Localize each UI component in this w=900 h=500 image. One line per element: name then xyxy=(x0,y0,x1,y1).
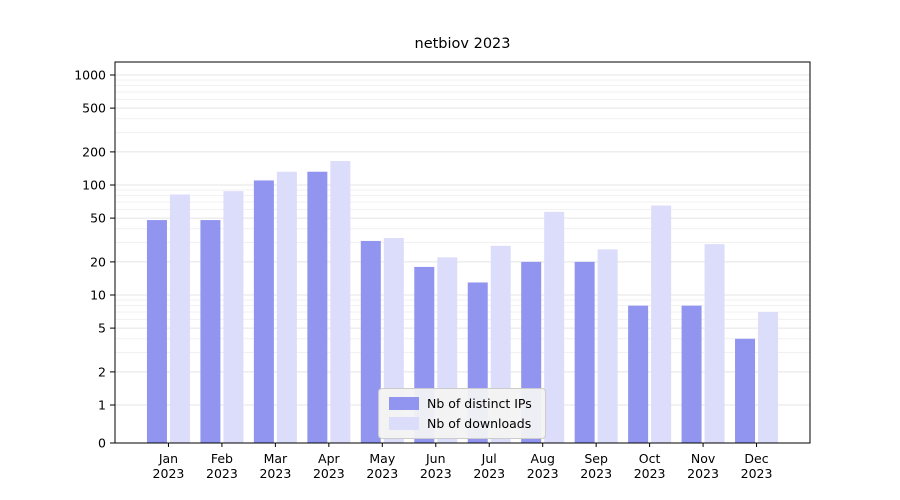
bar-downloads-9 xyxy=(597,249,618,443)
bar-downloads-1 xyxy=(169,194,190,443)
legend-item-distinct-ips: Nb of distinct IPs xyxy=(389,396,532,411)
bar-downloads-8 xyxy=(544,211,565,443)
bar-distinct-ips-10 xyxy=(628,305,649,443)
x-tick-label: Jul 2023 xyxy=(473,451,505,481)
bar-distinct-ips-5 xyxy=(360,240,381,443)
bar-distinct-ips-2 xyxy=(200,220,221,443)
bar-downloads-11 xyxy=(704,244,725,443)
x-tick-label: May 2023 xyxy=(366,451,398,481)
bar-distinct-ips-3 xyxy=(253,180,274,443)
x-tick-label: Dec 2023 xyxy=(741,451,773,481)
plot-frame xyxy=(114,61,811,444)
bar-downloads-3 xyxy=(276,171,297,443)
y-tick-label: 100 xyxy=(82,178,106,193)
x-tick-label: Aug 2023 xyxy=(527,451,559,481)
y-tick-label: 200 xyxy=(82,144,106,159)
bar-downloads-4 xyxy=(330,161,351,443)
y-tick-label: 1 xyxy=(98,398,106,413)
bar-downloads-12 xyxy=(758,312,779,443)
legend-label-distinct-ips: Nb of distinct IPs xyxy=(427,396,532,411)
bar-distinct-ips-12 xyxy=(735,338,756,443)
bar-distinct-ips-9 xyxy=(574,261,595,443)
x-tick-label: Mar 2023 xyxy=(259,451,291,481)
x-tick-label: Apr 2023 xyxy=(313,451,345,481)
x-tick-label: Oct 2023 xyxy=(634,451,666,481)
chart-legend: Nb of distinct IPs Nb of downloads xyxy=(378,388,546,439)
y-tick-label: 500 xyxy=(82,101,106,116)
bar-distinct-ips-1 xyxy=(146,220,167,443)
y-tick-label: 0 xyxy=(98,436,106,451)
chart-title: netbiov 2023 xyxy=(414,36,511,52)
x-tick-label: Feb 2023 xyxy=(206,451,238,481)
y-tick-label: 5 xyxy=(98,321,106,336)
legend-item-downloads: Nb of downloads xyxy=(389,416,532,431)
bar-downloads-10 xyxy=(651,205,672,443)
y-tick-label: 1000 xyxy=(74,68,106,83)
y-tick-label: 2 xyxy=(98,364,106,379)
bar-downloads-2 xyxy=(223,191,244,443)
legend-label-downloads: Nb of downloads xyxy=(427,416,532,431)
bar-distinct-ips-11 xyxy=(681,305,702,443)
x-tick-label: Nov 2023 xyxy=(687,451,719,481)
x-tick-label: Jan 2023 xyxy=(153,451,185,481)
y-tick-label: 50 xyxy=(90,211,106,226)
bar-distinct-ips-4 xyxy=(307,171,328,443)
x-tick-label: Sep 2023 xyxy=(580,451,612,481)
y-tick-label: 20 xyxy=(90,254,106,269)
y-tick-label: 10 xyxy=(90,288,106,303)
legend-swatch-downloads-icon xyxy=(389,417,419,430)
x-tick-label: Jun 2023 xyxy=(420,451,452,481)
legend-swatch-distinct-ips-icon xyxy=(389,397,419,410)
